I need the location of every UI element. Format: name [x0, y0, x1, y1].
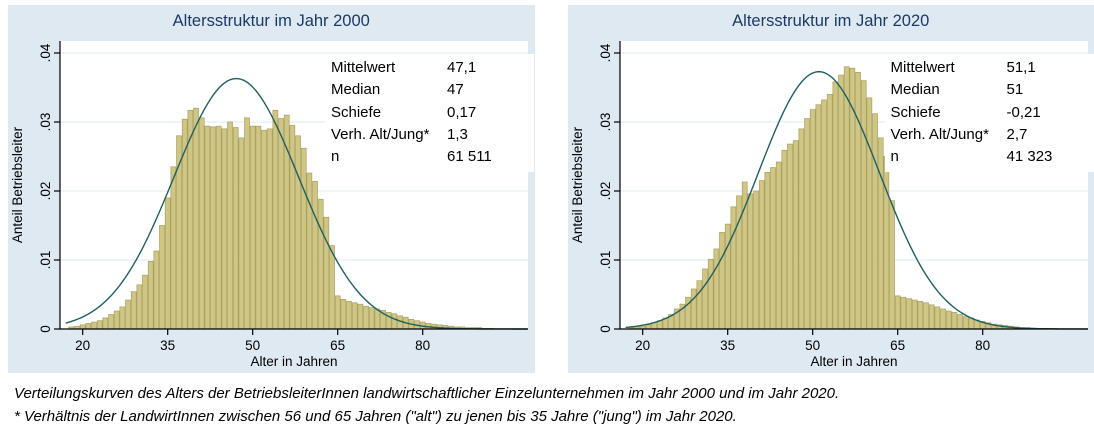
svg-text:.02: .02 [598, 182, 613, 201]
stat-label: Schiefe [331, 103, 382, 121]
caption-line-2: * Verhältnis der LandwirtInnen zwischen … [14, 408, 737, 425]
stats-box-2000: Mittelwert 47,1 Median 47 Schiefe 0,17 Verh. A… [325, 54, 534, 173]
svg-text:.03: .03 [598, 113, 613, 132]
stat-value: 61 511 [447, 148, 492, 166]
stat-label: Median [890, 81, 940, 99]
histogram-plot-2000: 0 .01 .02 .03 .04 20 35 50 65 80 Alter in Jahren An… [10, 41, 528, 369]
stat-row: Mittelwert 47,1 [331, 57, 534, 79]
svg-text:20: 20 [75, 338, 90, 353]
stat-label: Schiefe [890, 103, 941, 121]
figure-caption: Verteilungskurven des Alters der Betrieb… [0, 382, 1094, 428]
stat-value: 41 323 [1006, 148, 1053, 166]
x-axis-title: Alter in Jahren [810, 354, 897, 369]
svg-text:.01: .01 [598, 251, 613, 270]
svg-text:35: 35 [720, 338, 735, 353]
caption-line-1: Verteilungskurven des Alters der Betrieb… [14, 385, 840, 402]
y-tick-labels: 0 .01 .02 .03 .04 [38, 43, 60, 333]
stat-row: Mittelwert 51,1 [891, 57, 1094, 79]
histogram-bars [68, 107, 494, 330]
stat-value: 51,1 [1006, 59, 1036, 76]
svg-text:50: 50 [245, 338, 260, 353]
x-tick-labels: 20 35 50 65 80 [635, 329, 990, 353]
svg-text:65: 65 [330, 338, 345, 353]
stat-row: Median 47 [331, 79, 534, 101]
stat-label: Verh. Alt/Jung* [890, 125, 989, 143]
svg-text:.04: .04 [598, 43, 613, 62]
stat-value: 47 [447, 81, 464, 99]
x-axis-title: Alter in Jahren [250, 354, 337, 369]
stat-value: 47,1 [447, 59, 477, 76]
svg-text:80: 80 [975, 338, 990, 353]
stats-box-2020: Mittelwert 51,1 Median 51 Schiefe -0,21 Verh. … [884, 54, 1094, 173]
y-tick-labels: 0 .01 .02 .03 .04 [598, 43, 620, 333]
y-axis-title: Anteil Betriebsleiter [10, 126, 25, 243]
stat-label: Median [331, 81, 381, 99]
stat-value: 1,3 [447, 125, 468, 143]
stat-value: 51 [1006, 81, 1024, 99]
stat-row: Schiefe 0,17 [331, 102, 534, 124]
svg-text:.03: .03 [38, 113, 53, 132]
svg-text:50: 50 [805, 338, 820, 353]
y-axis-title: Anteil Betriebsleiter [570, 126, 585, 243]
svg-text:65: 65 [890, 338, 905, 353]
svg-text:.01: .01 [38, 251, 53, 270]
svg-text:35: 35 [160, 338, 175, 353]
stat-value: -0,21 [1006, 103, 1041, 121]
chart-panels: Altersstruktur im Jahr 2000 0 .01 .02 .03 .0… [8, 5, 1094, 373]
stat-row: Verh. Alt/Jung* 2,7 [891, 124, 1094, 146]
normal-curve [65, 77, 528, 330]
svg-text:.02: .02 [38, 182, 53, 201]
stat-row: n 41 323 [891, 146, 1094, 168]
stat-label: n [890, 148, 899, 166]
stat-row: n 61 511 [331, 146, 534, 168]
svg-text:0: 0 [598, 325, 613, 333]
stat-label: Mittelwert [890, 59, 955, 76]
chart-panel-2020: Altersstruktur im Jahr 2020 0 .01 .02 .03 .0… [567, 5, 1094, 373]
svg-text:80: 80 [415, 338, 430, 353]
stat-row: Verh. Alt/Jung* 1,3 [331, 124, 534, 146]
svg-text:20: 20 [635, 338, 650, 353]
chart-title-2000: Altersstruktur im Jahr 2000 [172, 12, 370, 30]
stat-label: Mittelwert [331, 59, 396, 76]
normal-curve [625, 70, 1088, 330]
chart-panel-2000: Altersstruktur im Jahr 2000 0 .01 .02 .03 .0… [8, 5, 535, 373]
stat-value: 2,7 [1006, 125, 1028, 143]
stat-label: Verh. Alt/Jung* [331, 125, 430, 143]
x-tick-labels: 20 35 50 65 80 [75, 329, 430, 353]
stat-row: Median 51 [891, 79, 1094, 101]
chart-title-2020: Altersstruktur im Jahr 2020 [732, 12, 930, 30]
stat-row: Schiefe -0,21 [891, 102, 1094, 124]
stat-label: n [331, 148, 340, 166]
stat-value: 0,17 [447, 103, 477, 121]
svg-text:0: 0 [38, 325, 53, 333]
svg-text:.04: .04 [38, 43, 53, 62]
